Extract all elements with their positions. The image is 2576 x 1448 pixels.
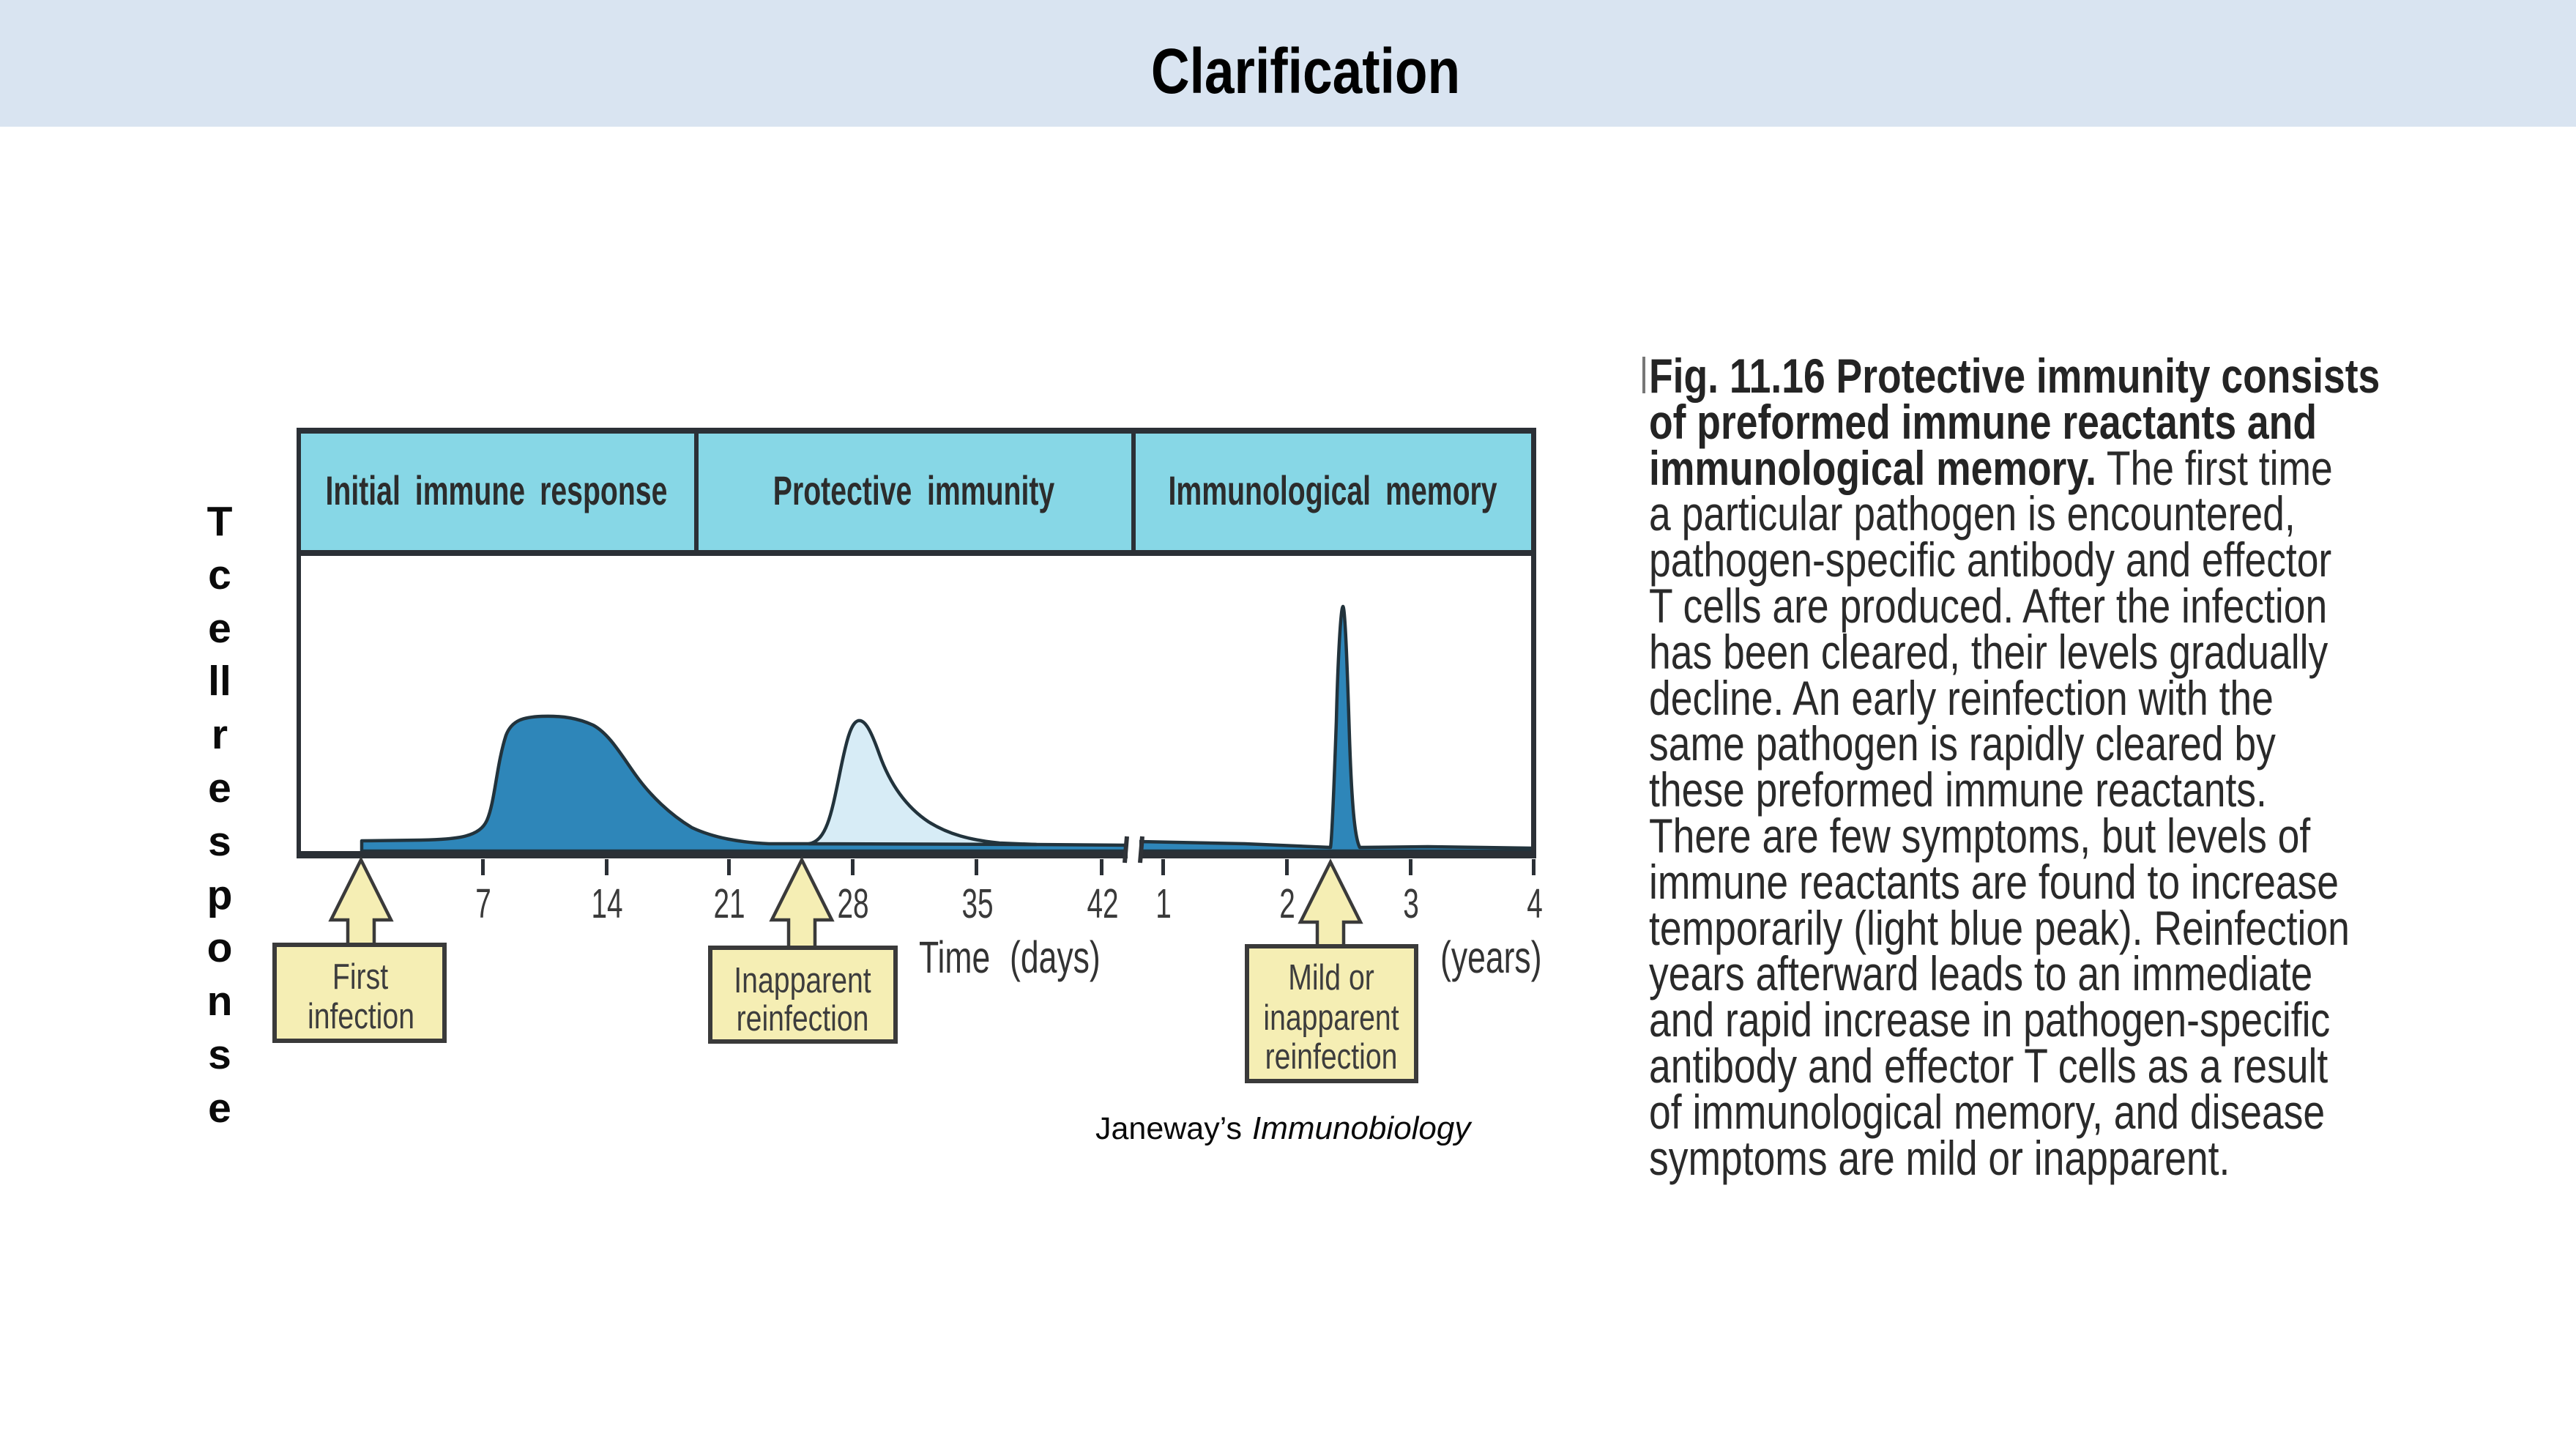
svg-text:21: 21	[713, 881, 745, 927]
svg-text:immune: immune	[415, 468, 525, 514]
svg-text:4: 4	[1527, 881, 1543, 927]
svg-text:n: n	[207, 978, 233, 1025]
svg-text:1: 1	[1155, 881, 1172, 927]
svg-text:Protective: Protective	[773, 468, 912, 514]
svg-text:7: 7	[475, 881, 491, 927]
svg-text:s: s	[208, 818, 231, 865]
svg-text:e: e	[208, 1085, 231, 1132]
svg-text:Initial: Initial	[326, 468, 401, 514]
svg-text:immunity: immunity	[927, 468, 1054, 514]
svg-text:Mild or: Mild or	[1288, 958, 1374, 998]
svg-text:p: p	[207, 872, 233, 918]
svg-text:35: 35	[961, 881, 993, 927]
svg-text:(days): (days)	[1010, 933, 1101, 982]
svg-text:14: 14	[591, 881, 622, 927]
svg-text:s: s	[208, 1031, 231, 1078]
svg-text:Immunobiology: Immunobiology	[1252, 1110, 1473, 1146]
svg-text:reinfection: reinfection	[737, 999, 869, 1039]
svg-text:o: o	[207, 924, 233, 971]
svg-text:T: T	[207, 498, 233, 545]
svg-text:(years): (years)	[1440, 933, 1542, 982]
svg-text:First: First	[332, 957, 388, 997]
svg-text:e: e	[208, 605, 231, 652]
svg-text:response: response	[540, 468, 667, 514]
svg-text:Time: Time	[919, 933, 990, 982]
svg-text:3: 3	[1403, 881, 1419, 927]
svg-text:infection: infection	[308, 997, 414, 1036]
svg-text:e: e	[208, 765, 231, 812]
svg-text:inapparent: inapparent	[1263, 998, 1399, 1038]
svg-text:2: 2	[1279, 881, 1295, 927]
svg-text:memory: memory	[1385, 468, 1497, 514]
svg-text:c: c	[208, 552, 231, 598]
svg-text:42: 42	[1087, 881, 1118, 927]
svg-text:reinfection: reinfection	[1265, 1037, 1398, 1077]
svg-text:Immunological: Immunological	[1169, 468, 1371, 514]
svg-text:r: r	[212, 711, 228, 758]
svg-text:28: 28	[837, 881, 868, 927]
svg-text:Inapparent: Inapparent	[734, 961, 871, 1000]
svg-text:ll: ll	[208, 658, 231, 705]
svg-text:Janeway’s: Janeway’s	[1095, 1111, 1242, 1146]
